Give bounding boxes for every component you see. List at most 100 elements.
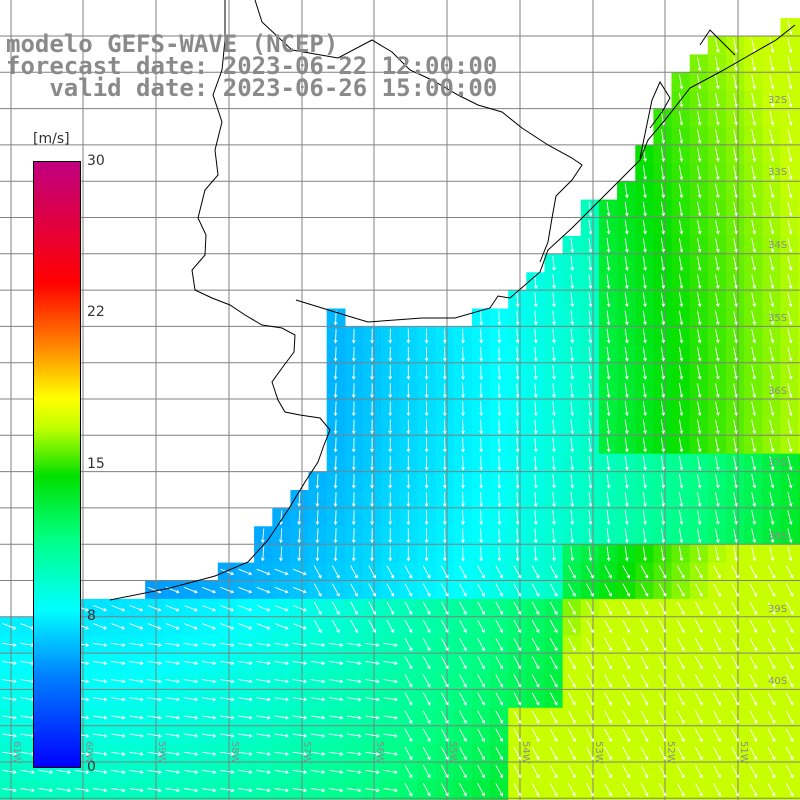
wind-arrow <box>678 346 684 362</box>
wind-cell <box>18 798 37 800</box>
wind-arrow <box>165 751 181 756</box>
wind-cell <box>798 363 800 382</box>
wind-arrow <box>422 692 431 706</box>
wind-arrow <box>751 183 757 199</box>
wind-arrow <box>622 674 631 688</box>
wind-cell <box>254 798 273 800</box>
wind-arrow <box>676 565 685 579</box>
wind-arrow <box>292 623 307 630</box>
wind-arrow <box>201 751 217 756</box>
wind-arrow <box>751 274 757 290</box>
wind-arrow <box>256 769 271 775</box>
wind-arrow <box>332 583 340 597</box>
wind-arrow <box>731 637 740 652</box>
wind-arrow <box>751 474 757 489</box>
wind-arrow <box>787 528 793 544</box>
wind-arrow <box>697 455 702 471</box>
wind-arrow <box>787 129 793 144</box>
wind-arrow <box>660 401 666 417</box>
wind-cell <box>181 798 201 800</box>
wind-arrow <box>570 346 575 362</box>
wind-arrow <box>368 583 377 597</box>
lat-label: 33S <box>768 167 788 178</box>
wind-arrow <box>640 692 649 706</box>
colorbar-tick: 30 <box>87 153 105 169</box>
wind-arrow <box>370 455 374 471</box>
wind-arrow <box>749 764 758 779</box>
wind-arrow <box>513 783 522 797</box>
wind-arrow <box>568 619 576 634</box>
wind-arrow <box>111 642 126 647</box>
wind-arrow <box>678 147 684 163</box>
wind-arrow <box>588 455 593 471</box>
wind-arrow <box>92 715 108 720</box>
wind-arrow <box>533 383 538 399</box>
wind-arrow <box>533 510 538 526</box>
wind-arrow <box>531 746 540 761</box>
wind-arrow <box>404 746 413 761</box>
wind-arrow <box>274 769 290 775</box>
wind-arrow <box>333 492 338 507</box>
wind-arrow <box>370 528 374 544</box>
wind-arrow <box>606 492 611 507</box>
wind-arrow <box>767 583 776 597</box>
wind-arrow <box>713 692 721 706</box>
wind-arrow <box>383 788 398 793</box>
wind-arrow <box>533 419 538 435</box>
wind-arrow <box>695 783 703 797</box>
wind-arrow <box>624 455 629 471</box>
wind-cell <box>798 272 800 292</box>
wind-arrow <box>604 637 612 652</box>
wind-arrow <box>769 455 775 471</box>
wind-arrow <box>2 679 17 684</box>
wind-arrow <box>351 473 356 489</box>
wind-arrow <box>622 746 631 761</box>
wind-arrow <box>533 346 538 362</box>
wind-arrow <box>442 492 447 507</box>
wind-cell <box>798 780 800 800</box>
wind-arrow <box>219 733 235 738</box>
wind-arrow <box>549 674 558 688</box>
internal-border <box>254 0 583 263</box>
wind-arrow <box>658 728 667 742</box>
wind-arrow <box>660 292 666 308</box>
wind-arrow <box>424 455 429 471</box>
wind-cell <box>290 798 310 800</box>
wind-arrow <box>751 74 757 90</box>
wind-arrow <box>733 256 738 271</box>
wind-arrow <box>297 546 302 562</box>
wind-arrow <box>422 783 431 797</box>
wind-arrow <box>383 733 398 738</box>
wind-arrow <box>310 751 326 756</box>
wind-arrow <box>751 201 757 217</box>
lat-label: 32S <box>768 95 788 106</box>
wind-arrow <box>442 346 447 362</box>
wind-cell <box>798 90 800 110</box>
wind-cell <box>744 798 763 800</box>
lat-label: 40S <box>768 676 788 687</box>
wind-arrow <box>658 746 667 761</box>
wind-arrow <box>260 546 265 562</box>
wind-arrow <box>697 238 702 253</box>
wind-cell <box>798 326 800 346</box>
wind-cell <box>798 417 800 437</box>
wind-arrow <box>513 656 522 670</box>
wind-arrow <box>640 637 649 652</box>
wind-arrow <box>313 619 322 634</box>
wind-arrow <box>495 583 504 597</box>
wind-arrow <box>731 619 740 634</box>
wind-arrow <box>201 697 217 702</box>
wind-arrow <box>201 642 217 647</box>
wind-arrow <box>351 492 356 507</box>
wind-arrow <box>497 510 502 526</box>
wind-arrow <box>660 219 666 235</box>
wind-arrow <box>404 637 413 652</box>
wind-arrow <box>129 623 144 630</box>
wind-arrow <box>570 401 575 417</box>
wind-arrow <box>660 474 666 489</box>
wind-arrow <box>183 660 199 666</box>
wind-arrow <box>570 328 575 344</box>
wind-arrow <box>769 328 775 344</box>
wind-arrow <box>785 565 794 579</box>
